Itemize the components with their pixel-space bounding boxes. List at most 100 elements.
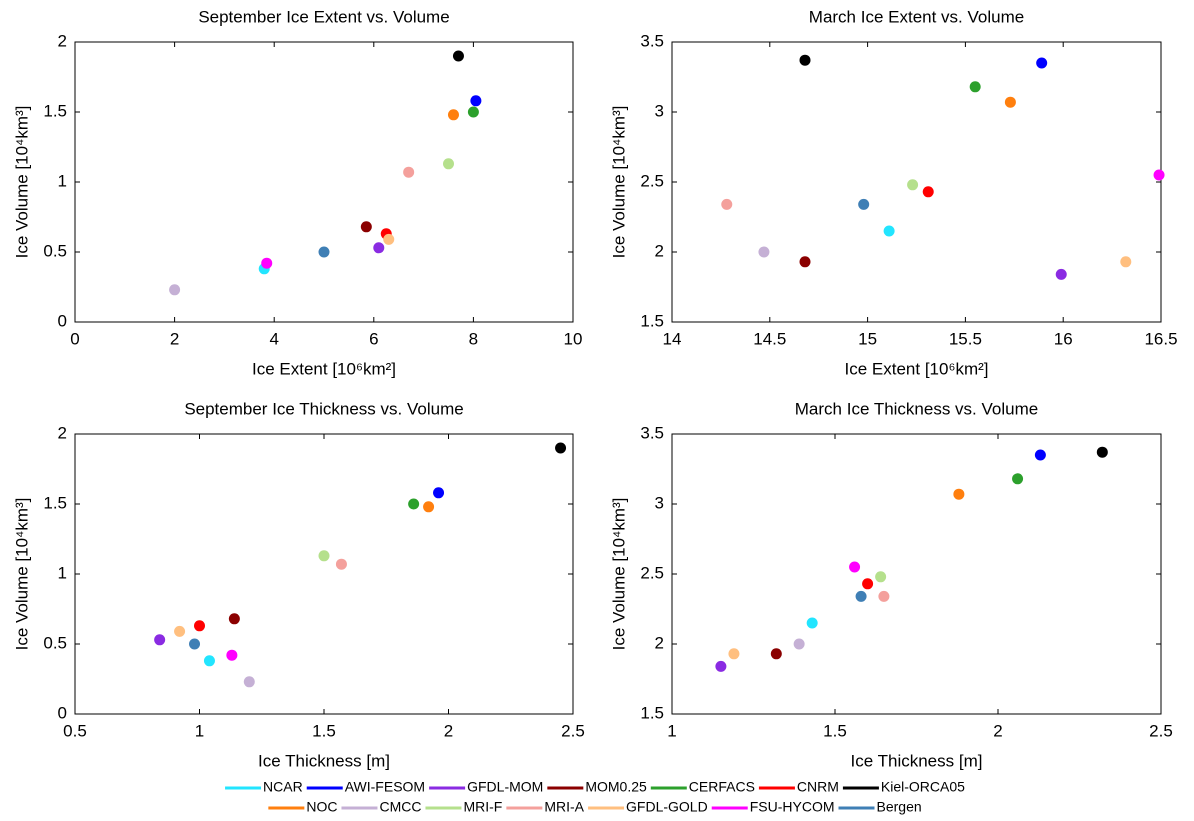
point [953,488,965,500]
y-tick-label: 0 [58,311,67,330]
subplot-title: March Ice Extent vs. Volume [809,7,1024,26]
legend-label: Kiel-ORCA05 [881,779,965,795]
plot-frame [671,433,1162,715]
point [1153,169,1165,181]
x-tick-label: 10 [564,329,583,348]
legend-label: GFDL-GOLD [626,799,708,815]
point [174,625,186,637]
point [855,590,867,602]
point [443,158,454,170]
x-tick-label: 1 [667,721,676,740]
y-tick-label: 2 [655,241,664,260]
point [318,246,330,258]
point [799,54,811,66]
y-tick-label: 2 [58,423,67,442]
subplot: March Ice Thickness vs. Volume Ice Thickn… [609,399,1172,770]
point [423,501,435,513]
point [728,648,740,660]
point [758,246,770,258]
x-tick-label: 14 [663,329,682,348]
subplot-title: March Ice Thickness vs. Volume [795,399,1038,418]
point [383,233,395,245]
legend: NCAR AWI-FESOM GFDL-MOM MOM0.25 CERFACS CNRM K… [225,779,965,815]
x-tick-label: 1.5 [312,721,336,740]
x-tick-label: 2.5 [1149,721,1173,740]
y-tick-label: 2 [58,31,67,50]
x-tick-label: 16.5 [1144,329,1177,348]
y-tick-label: 1.5 [640,703,664,722]
point [1034,449,1046,461]
point [715,660,727,672]
legend-row: NOC CMCC MRI-F MRI-A GFDL-GOLD FSU-HYCOM Berge… [268,799,922,815]
y-tick-label: 0.5 [43,633,67,652]
point [858,198,870,210]
legend-label: CNRM [797,779,839,795]
legend-label: CMCC [379,799,421,815]
point [1120,256,1132,268]
point [770,648,782,660]
point [154,634,166,646]
x-tick-label: 2.5 [561,721,585,740]
y-axis-label: Ice Volume [10⁴km³] [609,106,628,259]
point [806,617,818,629]
point [862,578,874,590]
point [849,561,861,573]
point [452,50,464,62]
point [878,590,890,602]
point [907,179,919,191]
subplot-title: September Ice Thickness vs. Volume [184,399,463,418]
subplot: September Ice Thickness vs. Volume Ice Th… [12,399,584,770]
legend-label: MRI-A [544,799,584,815]
plot-frame [74,433,574,715]
point [433,487,445,499]
x-tick-label: 2 [993,721,1002,740]
y-axis-label: Ice Volume [10⁴km³] [609,498,628,651]
point [243,676,255,688]
x-axis-label: Ice Thickness [m] [851,751,983,770]
legend-label: GFDL-MOM [467,779,543,795]
legend-label: MRI-F [463,799,502,815]
y-tick-label: 3.5 [640,423,664,442]
legend-row: NCAR AWI-FESOM GFDL-MOM MOM0.25 CERFACS CNRM K… [225,779,965,795]
legend-label: CERFACS [689,779,755,795]
point [169,284,181,296]
x-axis-label: Ice Extent [10⁶km²] [845,359,989,378]
y-tick-label: 1.5 [43,493,67,512]
point [467,106,479,118]
legend-label: AWI-FESOM [345,779,425,795]
x-axis-label: Ice Thickness [m] [258,751,390,770]
x-tick-label: 1 [195,721,204,740]
y-tick-label: 3 [655,493,664,512]
point [228,613,240,625]
y-tick-label: 3 [655,101,664,120]
point [969,81,981,93]
legend-label: NOC [306,799,337,815]
x-tick-label: 8 [469,329,478,348]
y-tick-label: 1 [58,171,67,190]
point [203,655,215,667]
point [194,620,205,632]
point [793,638,805,650]
point [373,242,385,254]
legend-label: NCAR [263,779,303,795]
x-axis-label: Ice Extent [10⁶km²] [252,359,396,378]
y-tick-label: 2 [655,633,664,652]
x-tick-label: 6 [369,329,378,348]
x-tick-label: 16 [1054,329,1073,348]
x-tick-label: 0 [70,329,79,348]
y-axis-label: Ice Volume [10⁴km³] [12,106,31,259]
subplot: September Ice Extent vs. Volume Ice Exten… [12,7,582,378]
x-tick-label: 15.5 [949,329,982,348]
y-tick-label: 1.5 [43,101,67,120]
point [721,198,733,210]
point [447,109,459,121]
y-tick-label: 2.5 [640,563,664,582]
x-tick-label: 2 [444,721,453,740]
point [318,550,330,562]
point [1055,268,1067,280]
point [1036,57,1048,69]
x-tick-label: 0.5 [63,721,87,740]
point [922,186,934,198]
point [408,498,420,510]
